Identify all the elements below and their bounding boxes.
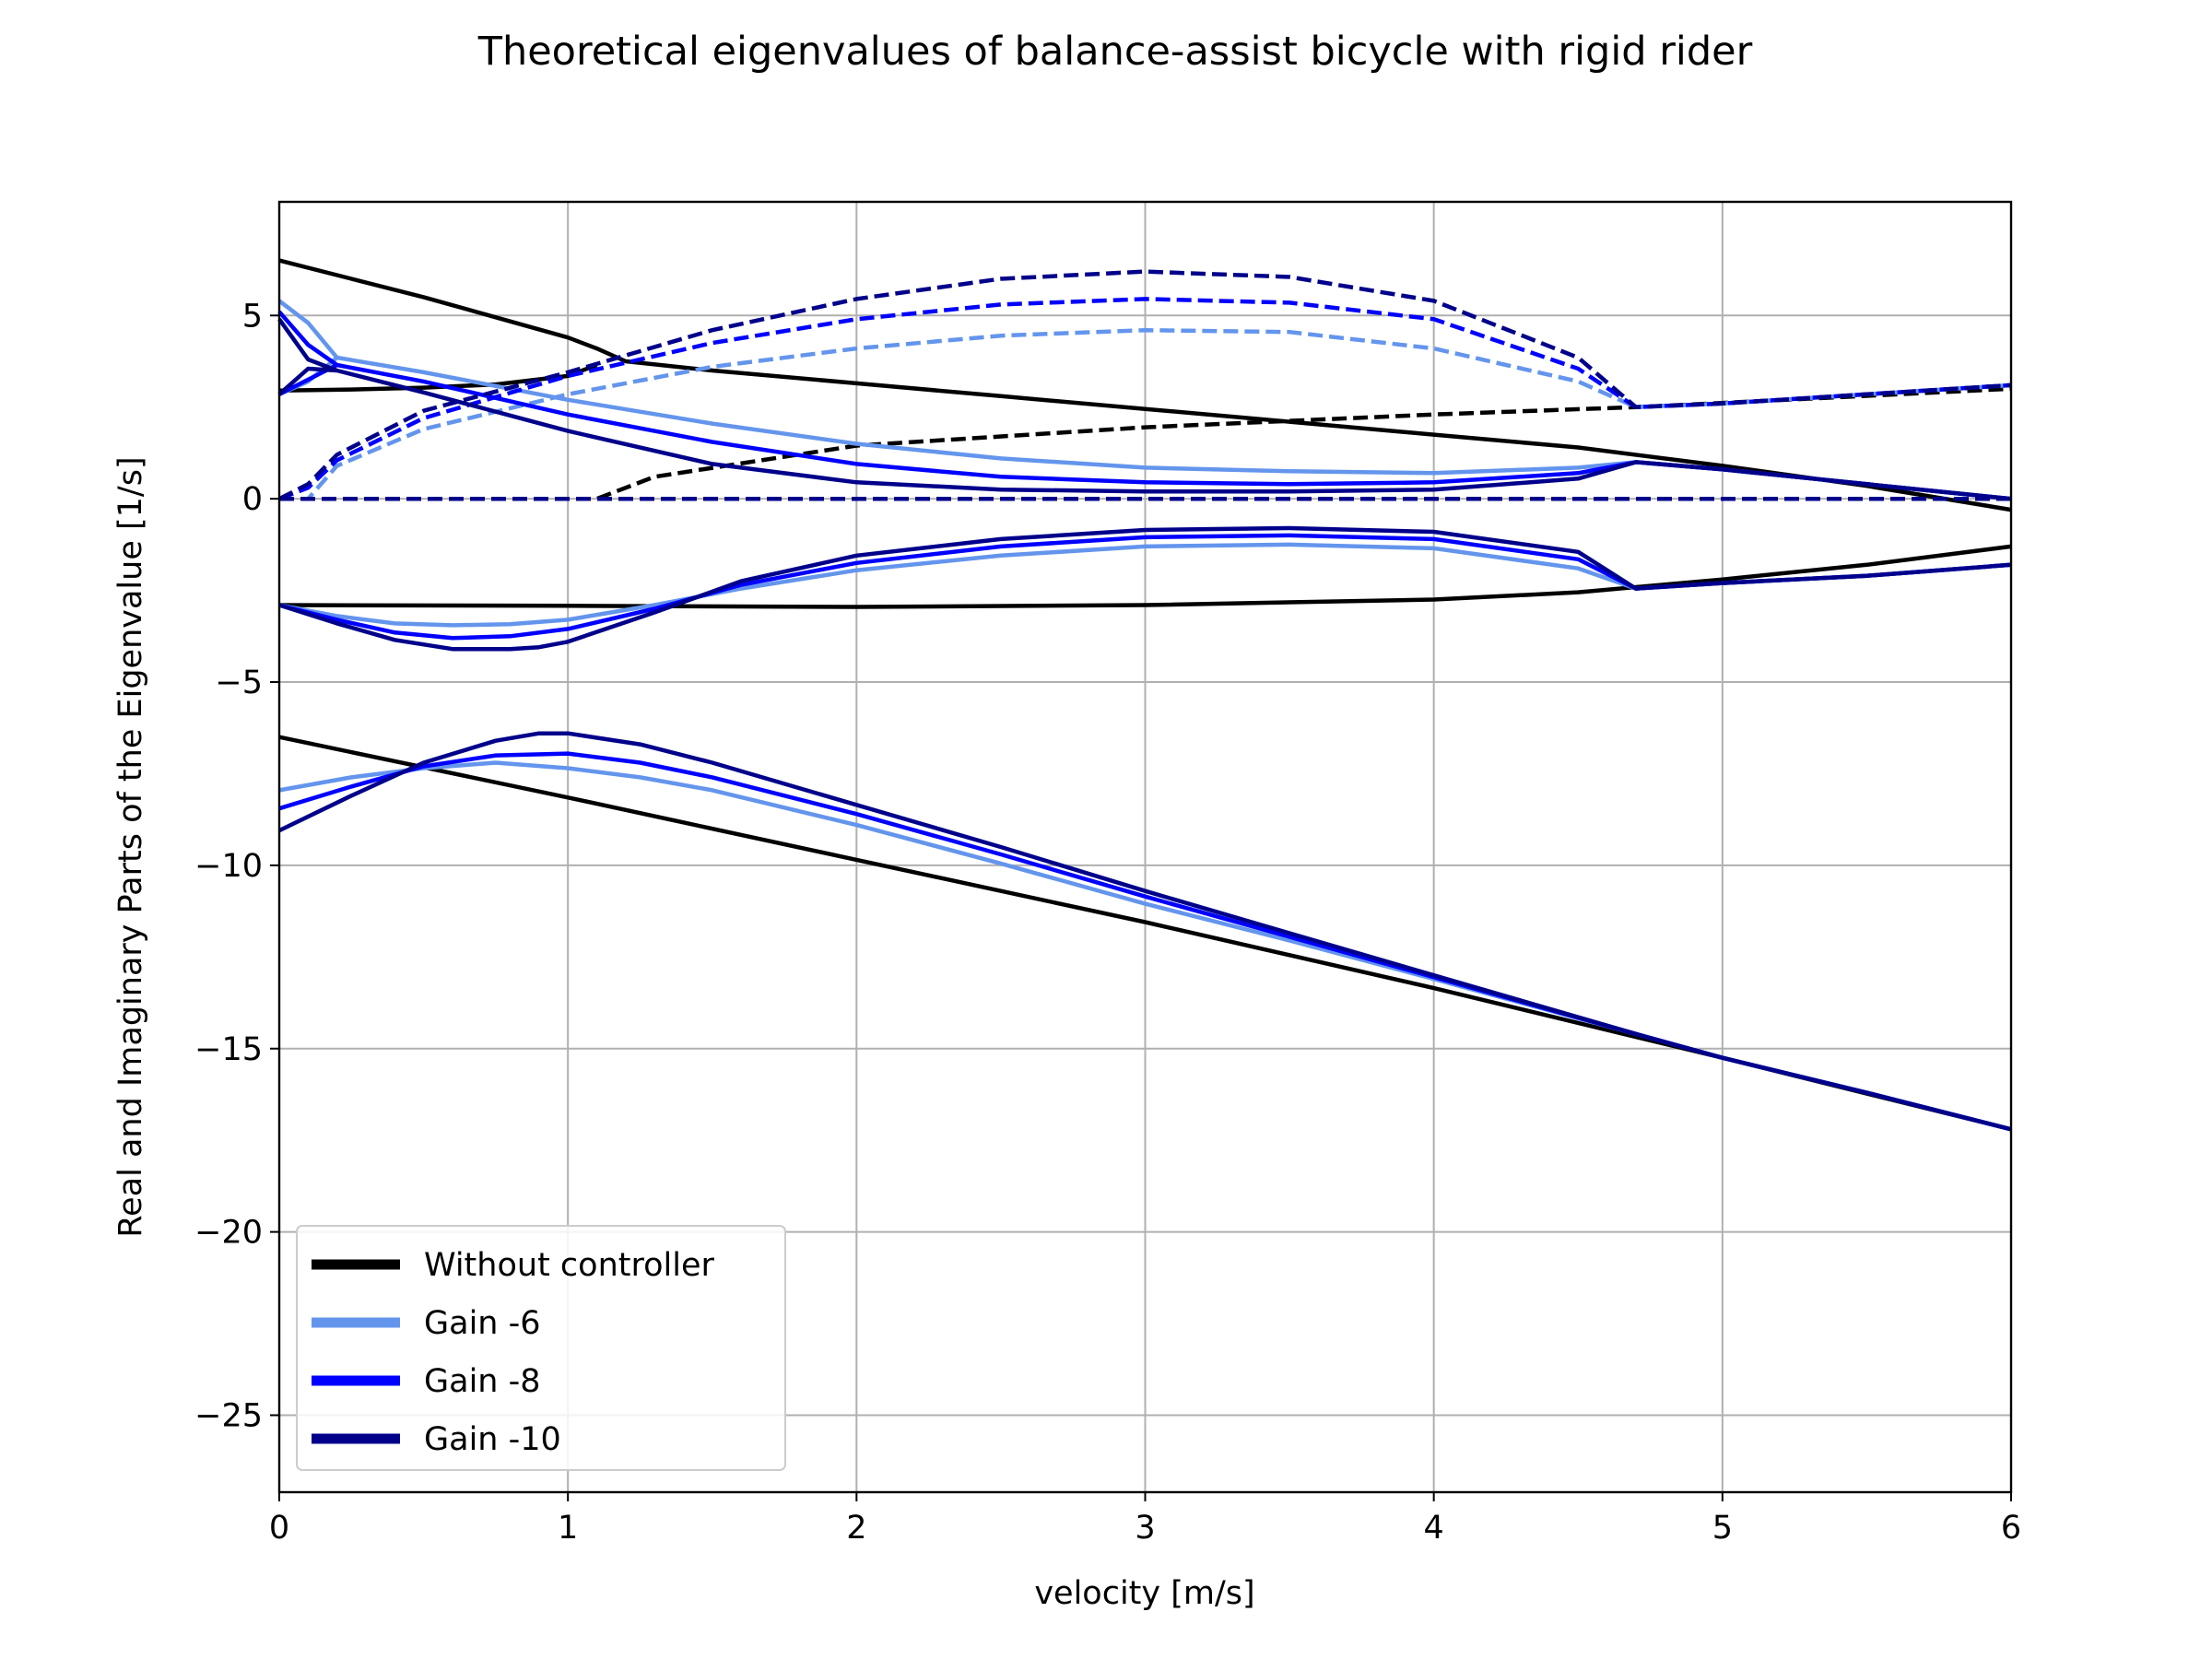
y-tick-label: −15	[194, 1031, 263, 1068]
imaginary-part-line	[277, 269, 2012, 501]
y-tick-label: −10	[194, 848, 263, 885]
legend-label: Gain -8	[424, 1363, 541, 1400]
axis-ticks: 0 1 2 3 4 5 6 5 0 −5 −10 −15 −20 −25	[194, 298, 2021, 1547]
legend-label: Gain -6	[424, 1305, 541, 1342]
legend-label: Without controller	[424, 1247, 714, 1284]
x-axis-label: velocity [m/s]	[1034, 1575, 1254, 1612]
real-part-line	[278, 525, 2012, 652]
y-tick-label: −20	[194, 1215, 263, 1252]
x-tick-label: 3	[1135, 1510, 1155, 1547]
x-tick-label: 4	[1424, 1510, 1444, 1547]
y-tick-label: 5	[242, 298, 263, 335]
legend: Without controller Gain -6 Gain -8 Gain -10	[296, 1225, 786, 1471]
imaginary-part-line	[279, 386, 2012, 501]
chart-title: Theoretical eigenvalues of balance-assis…	[477, 29, 1753, 75]
real-part-line	[278, 731, 2012, 1132]
x-tick-label: 6	[2001, 1510, 2021, 1547]
real-part-line	[277, 366, 337, 396]
imaginary-part-line	[279, 327, 2012, 501]
legend-box	[296, 1225, 786, 1471]
y-tick-label: −25	[194, 1397, 263, 1434]
grid	[278, 202, 2012, 1492]
x-tick-label: 0	[269, 1510, 289, 1547]
y-tick-label: 0	[242, 481, 263, 518]
real-part-line	[277, 317, 2012, 501]
x-tick-label: 5	[1712, 1510, 1733, 1547]
y-axis-label: Real and Imaginary Parts of the Eigenval…	[112, 456, 149, 1237]
real-part-line	[278, 258, 2012, 512]
x-tick-label: 1	[558, 1510, 578, 1547]
plot-lines	[277, 258, 2012, 1132]
x-tick-label: 2	[846, 1510, 866, 1547]
series-gain-10	[277, 269, 2012, 1132]
legend-label: Gain -10	[424, 1421, 561, 1458]
y-tick-label: −5	[215, 665, 263, 701]
